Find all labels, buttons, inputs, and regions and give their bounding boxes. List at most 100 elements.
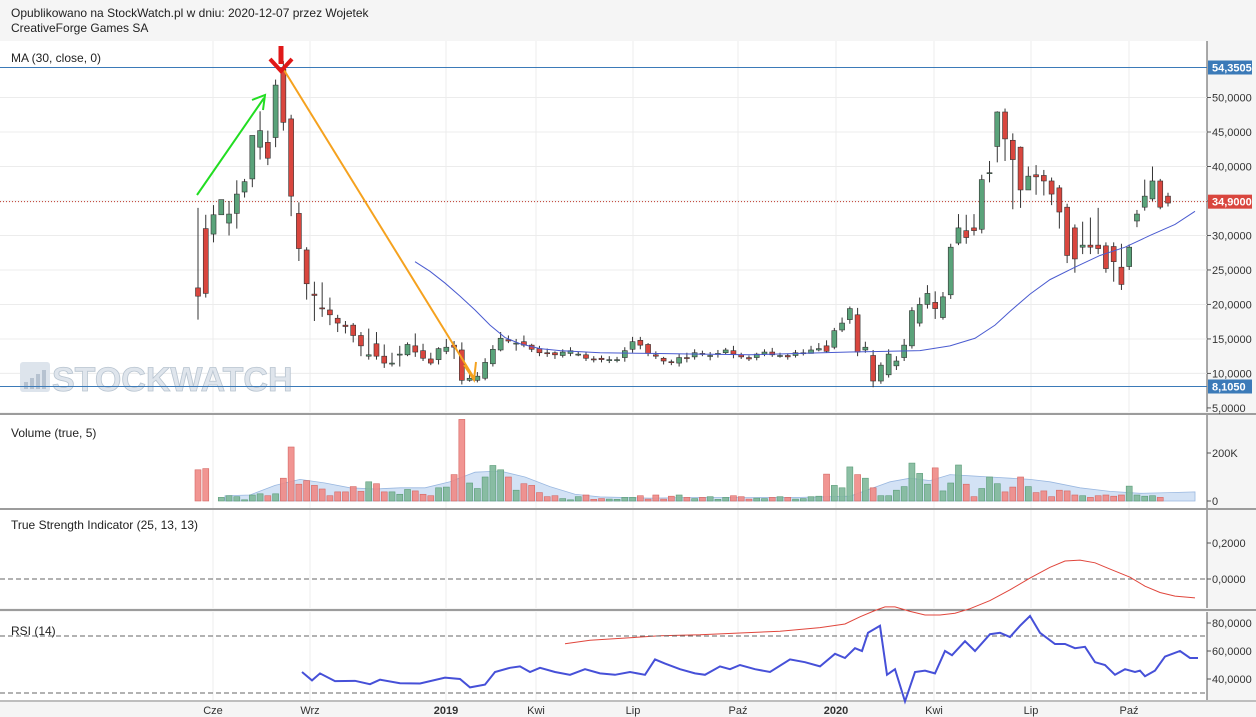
volume-bar-up[interactable] (605, 498, 613, 502)
volume-bar-up[interactable] (815, 495, 823, 502)
price-candle[interactable] (265, 130, 271, 166)
volume-bar-up[interactable] (986, 476, 993, 502)
volume-bar-down[interactable] (349, 486, 357, 502)
volume-bar-up[interactable] (474, 488, 481, 502)
volume-bar-up[interactable] (955, 464, 962, 502)
volume-bar-down[interactable] (528, 485, 535, 502)
volume-bar-down[interactable] (194, 469, 202, 502)
volume-bar-down[interactable] (737, 496, 745, 502)
volume-bar-up[interactable] (241, 499, 248, 502)
price-candle[interactable] (350, 323, 357, 343)
volume-bar-down[interactable] (536, 492, 543, 502)
price-candle[interactable] (420, 343, 426, 362)
volume-bar-down[interactable] (543, 496, 551, 502)
volume-bar-up[interactable] (706, 496, 714, 502)
price-candle[interactable] (955, 214, 962, 246)
volume-bar-up[interactable] (885, 495, 892, 502)
price-candle[interactable] (815, 343, 822, 352)
price-candle[interactable] (885, 349, 892, 378)
price-candle[interactable] (1079, 221, 1086, 255)
price-candle[interactable] (1118, 243, 1125, 290)
price-candle[interactable] (234, 180, 240, 229)
price-candle[interactable] (1009, 133, 1016, 210)
price-candle[interactable] (226, 200, 232, 236)
price-candle[interactable] (847, 306, 853, 324)
volume-bar-up[interactable] (916, 473, 923, 502)
price-candle[interactable] (1095, 207, 1101, 255)
volume-bar-down[interactable] (334, 491, 341, 502)
price-candle[interactable] (854, 307, 861, 357)
volume-bar-up[interactable] (761, 498, 768, 502)
volume-bar-down[interactable] (745, 498, 753, 502)
price-candle[interactable] (862, 341, 869, 353)
price-candle[interactable] (769, 347, 776, 357)
price-candle[interactable] (202, 214, 209, 298)
volume-bar-up[interactable] (443, 486, 450, 502)
volume-bar-up[interactable] (567, 499, 574, 502)
volume-bar-down[interactable] (551, 495, 559, 502)
volume-bar-up[interactable] (1125, 485, 1133, 502)
volume-bar-down[interactable] (1048, 496, 1055, 502)
volume-bar-down[interactable] (1040, 490, 1048, 502)
price-candle[interactable] (940, 292, 946, 320)
volume-bar-up[interactable] (947, 482, 955, 502)
price-candle[interactable] (435, 347, 442, 365)
price-candle[interactable] (947, 243, 954, 299)
volume-bar-down[interactable] (598, 498, 605, 502)
volume-bar-down[interactable] (303, 480, 310, 502)
price-candle[interactable] (381, 344, 388, 368)
price-candle[interactable] (257, 111, 263, 160)
volume-bar-down[interactable] (1087, 497, 1094, 502)
volume-bar-down[interactable] (295, 483, 303, 502)
price-candle[interactable] (1110, 242, 1117, 282)
price-candle[interactable] (893, 356, 900, 370)
volume-bar-down[interactable] (582, 494, 590, 502)
volume-bar-down[interactable] (357, 491, 365, 502)
volume-bar-down[interactable] (683, 497, 691, 502)
volume-bar-down[interactable] (768, 497, 776, 502)
volume-bar-down[interactable] (1017, 476, 1024, 502)
price-candle[interactable] (319, 282, 325, 317)
price-candle[interactable] (1126, 244, 1132, 270)
volume-bar-up[interactable] (629, 497, 636, 502)
price-candle[interactable] (544, 348, 551, 357)
volume-bar-down[interactable] (458, 419, 466, 502)
price-candle[interactable] (365, 328, 372, 360)
volume-bar-down[interactable] (450, 474, 458, 502)
volume-bar-up[interactable] (233, 496, 241, 502)
volume-bar-down[interactable] (318, 488, 326, 502)
volume-bar-down[interactable] (505, 476, 512, 502)
price-candle[interactable] (241, 178, 248, 198)
volume-bar-down[interactable] (1156, 497, 1164, 502)
volume-bar-down[interactable] (962, 483, 970, 502)
price-candle[interactable] (249, 135, 256, 188)
price-candle[interactable] (497, 332, 504, 352)
volume-bar-up[interactable] (893, 489, 900, 502)
price-candle[interactable] (427, 352, 434, 366)
volume-bar-down[interactable] (264, 495, 272, 502)
volume-bar-up[interactable] (481, 476, 489, 502)
price-candle[interactable] (482, 358, 488, 381)
volume-bar-up[interactable] (877, 495, 885, 502)
volume-bar-up[interactable] (466, 482, 473, 502)
volume-bar-up[interactable] (388, 491, 396, 502)
price-candle[interactable] (753, 352, 760, 361)
volume-bar-down[interactable] (1056, 489, 1063, 502)
price-candle[interactable] (909, 307, 915, 349)
price-candle[interactable] (986, 160, 993, 183)
volume-bar-down[interactable] (1118, 494, 1125, 502)
price-candle[interactable] (288, 114, 294, 217)
volume-bar-down[interactable] (1001, 491, 1009, 502)
volume-bar-down[interactable] (854, 474, 861, 502)
volume-bar-down[interactable] (823, 473, 830, 502)
volume-bar-down[interactable] (637, 495, 644, 502)
volume-bar-up[interactable] (838, 487, 846, 502)
volume-bar-down[interactable] (1032, 492, 1040, 502)
volume-bar-up[interactable] (365, 481, 373, 502)
price-candle[interactable] (1134, 209, 1140, 228)
price-candle[interactable] (722, 347, 729, 355)
volume-bar-up[interactable] (1025, 486, 1032, 502)
price-candle[interactable] (303, 247, 310, 300)
volume-bar-down[interactable] (668, 495, 675, 502)
